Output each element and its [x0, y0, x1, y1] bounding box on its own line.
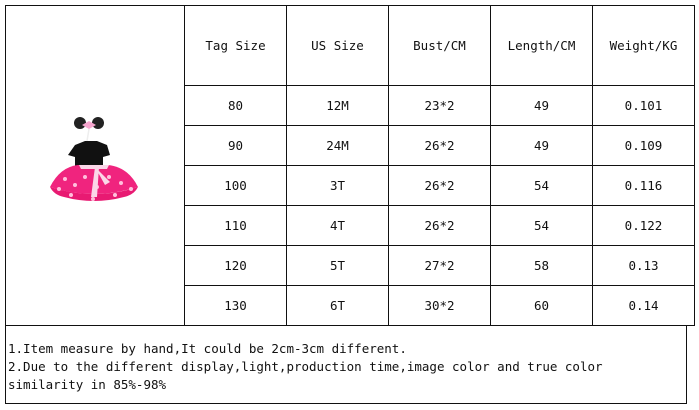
header-tag-size: Tag Size	[184, 5, 287, 86]
cell-length: 60	[490, 285, 593, 326]
table-row: 130 6T 30*2 60 0.14	[6, 285, 695, 326]
cell-tag-size: 100	[184, 165, 287, 206]
cell-bust: 30*2	[388, 285, 491, 326]
cell-tag-size: 110	[184, 205, 287, 246]
cell-length: 54	[490, 205, 593, 246]
cell-us-size: 24M	[286, 125, 389, 166]
cell-bust: 26*2	[388, 165, 491, 206]
cell-bust: 27*2	[388, 245, 491, 286]
header-bust: Bust/CM	[388, 5, 491, 86]
cell-weight: 0.13	[592, 245, 695, 286]
note-1: 1.Item measure by hand,It could be 2cm-3…	[8, 341, 407, 356]
table-row: 80 12M 23*2 49 0.101	[6, 85, 695, 126]
cell-weight: 0.14	[592, 285, 695, 326]
dress-image	[50, 117, 138, 201]
cell-weight: 0.101	[592, 85, 695, 126]
cell-length: 49	[490, 125, 593, 166]
cell-length: 58	[490, 245, 593, 286]
cell-tag-size: 90	[184, 125, 287, 166]
header-row: Tag Size US Size Bust/CM Length/CM Weigh…	[5, 5, 695, 326]
cell-length: 54	[490, 165, 593, 206]
cell-us-size: 5T	[286, 245, 389, 286]
cell-weight: 0.116	[592, 165, 695, 206]
table-row: 120 5T 27*2 58 0.13	[6, 245, 695, 286]
cell-tag-size: 120	[184, 245, 287, 286]
cell-tag-size: 80	[184, 85, 287, 126]
cell-weight: 0.109	[592, 125, 695, 166]
cell-length: 49	[490, 85, 593, 126]
product-image-cell	[5, 5, 185, 326]
header-length: Length/CM	[490, 5, 593, 86]
table-row: 110 4T 26*2 54 0.122	[6, 205, 695, 246]
cell-us-size: 6T	[286, 285, 389, 326]
notes-box: 1.Item measure by hand,It could be 2cm-3…	[5, 325, 687, 404]
cell-tag-size: 130	[184, 285, 287, 326]
cell-us-size: 12M	[286, 85, 389, 126]
header-weight: Weight/KG	[592, 5, 695, 86]
cell-us-size: 4T	[286, 205, 389, 246]
cell-bust: 23*2	[388, 85, 491, 126]
note-2: 2.Due to the different display,light,pro…	[8, 359, 603, 392]
size-chart-table: Tag Size US Size Bust/CM Length/CM Weigh…	[5, 5, 695, 326]
cell-bust: 26*2	[388, 125, 491, 166]
cell-bust: 26*2	[388, 205, 491, 246]
cell-us-size: 3T	[286, 165, 389, 206]
header-us-size: US Size	[286, 5, 389, 86]
cell-weight: 0.122	[592, 205, 695, 246]
